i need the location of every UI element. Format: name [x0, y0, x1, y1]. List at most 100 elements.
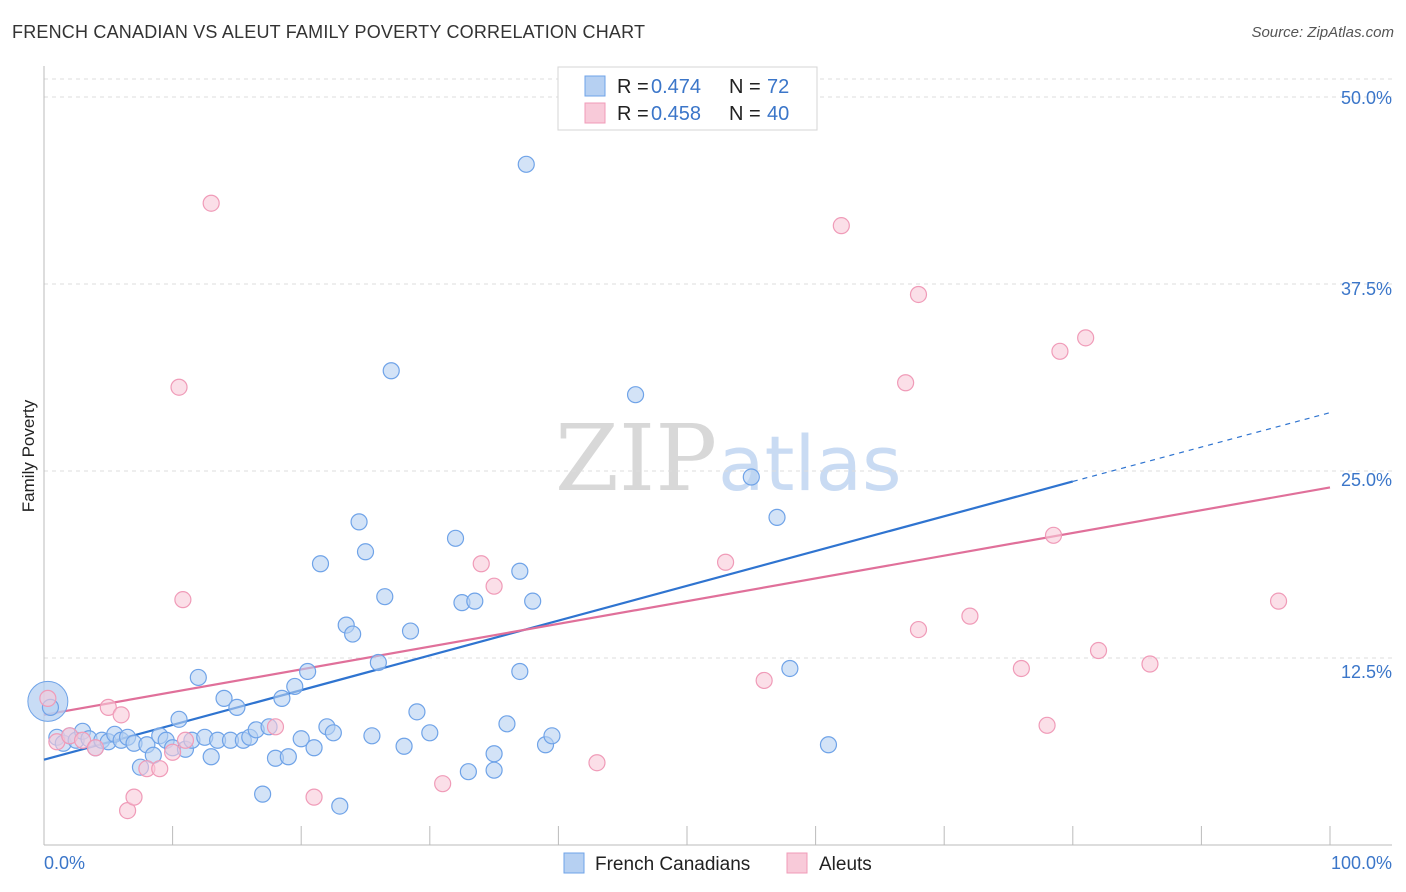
data-point-aleuts — [909, 620, 928, 639]
data-point-aleuts — [151, 760, 169, 778]
data-point-aleuts — [170, 378, 188, 396]
trend-line-french-canadians — [43, 480, 1074, 761]
data-point-french-canadians — [324, 724, 342, 742]
data-point-aleuts — [485, 577, 503, 595]
data-point-french-canadians — [292, 730, 310, 748]
data-point-french-canadians — [254, 785, 272, 803]
y-tick-label: 12.5% — [1341, 662, 1392, 682]
data-point-aleuts — [897, 374, 915, 392]
legend-r-value: 0.458 — [651, 103, 701, 125]
trend-line-aleuts — [43, 486, 1331, 716]
data-point-french-canadians — [286, 677, 304, 696]
data-point-aleuts — [716, 553, 735, 571]
legend-n-label: N = — [729, 103, 761, 125]
data-point-french-canadians — [401, 622, 420, 640]
data-points — [27, 155, 1288, 820]
data-point-french-canadians — [189, 668, 207, 687]
data-point-aleuts — [202, 194, 220, 212]
data-point-aleuts — [174, 591, 192, 609]
watermark-atlas: atlas — [718, 419, 902, 508]
data-point-french-canadians — [511, 662, 529, 681]
legend-r-value: 0.474 — [651, 76, 701, 98]
data-point-french-canadians — [382, 362, 400, 380]
data-point-aleuts — [755, 671, 773, 690]
data-point-french-canadians — [517, 155, 535, 173]
y-tick-label: 25.0% — [1341, 470, 1392, 490]
data-point-aleuts — [472, 555, 490, 573]
data-point-aleuts — [112, 706, 130, 724]
bottom-legend-label: Aleuts — [819, 854, 872, 875]
data-point-french-canadians — [299, 662, 317, 681]
grid-lines — [44, 78, 1392, 659]
data-point-french-canadians — [376, 588, 394, 606]
data-point-aleuts — [164, 743, 182, 761]
data-point-aleuts — [176, 731, 195, 749]
data-point-aleuts — [1077, 329, 1095, 347]
trend-line-extension — [1072, 412, 1331, 483]
data-point-french-canadians — [273, 689, 291, 707]
data-point-french-canadians — [511, 562, 529, 580]
legend-swatch-french-canadians — [584, 75, 606, 97]
data-point-french-canadians — [819, 736, 838, 754]
data-point-french-canadians — [466, 592, 484, 610]
legend-n-value: 40 — [767, 103, 789, 125]
data-point-aleuts — [305, 788, 323, 806]
data-point-aleuts — [1051, 342, 1069, 360]
y-tick-label: 37.5% — [1341, 279, 1392, 299]
data-point-aleuts — [125, 788, 143, 806]
data-point-aleuts — [588, 754, 606, 772]
data-point-aleuts — [39, 689, 57, 707]
data-point-french-canadians — [408, 703, 426, 721]
x-tick-label: 0.0% — [44, 853, 85, 873]
data-point-aleuts — [434, 775, 452, 793]
legend-n-label: N = — [729, 76, 761, 98]
source-label: Source: ZipAtlas.com — [1251, 24, 1394, 41]
data-point-french-canadians — [446, 529, 465, 547]
data-point-aleuts — [73, 731, 92, 749]
data-point-aleuts — [86, 739, 105, 757]
legend-r-label: R = — [617, 76, 649, 98]
data-point-french-canadians — [350, 513, 368, 531]
data-point-aleuts — [1044, 526, 1063, 544]
data-point-french-canadians — [305, 739, 323, 757]
bottom-legend-swatch-french-canadians — [563, 852, 585, 874]
legend-swatch-aleuts — [584, 102, 606, 124]
data-point-french-canadians — [228, 698, 246, 716]
chart-title: FRENCH CANADIAN VS ALEUT FAMILY POVERTY … — [12, 22, 646, 42]
data-point-french-canadians — [498, 715, 516, 733]
data-point-french-canadians — [543, 727, 561, 745]
data-point-french-canadians — [356, 543, 375, 561]
data-point-aleuts — [1089, 641, 1108, 660]
data-point-french-canadians — [781, 659, 799, 678]
data-point-aleuts — [1141, 655, 1159, 673]
bottom-legend-label: French Canadians — [595, 854, 750, 875]
y-axis-label: Family Poverty — [19, 399, 38, 512]
data-point-french-canadians — [421, 724, 439, 742]
data-point-french-canadians — [363, 727, 381, 745]
data-point-french-canadians — [279, 748, 297, 766]
data-point-aleuts — [1038, 716, 1056, 734]
data-point-french-canadians — [485, 761, 503, 779]
data-point-french-canadians — [170, 710, 188, 728]
legend-r-label: R = — [617, 103, 649, 125]
data-point-aleuts — [961, 607, 979, 625]
data-point-french-canadians — [742, 468, 760, 486]
data-point-french-canadians — [311, 555, 330, 573]
data-point-french-canadians — [626, 386, 645, 404]
data-point-aleuts — [832, 217, 850, 235]
data-point-aleuts — [1269, 592, 1288, 610]
x-tick-label: 100.0% — [1331, 853, 1392, 873]
trend-lines — [43, 412, 1331, 761]
data-point-aleuts — [266, 718, 285, 736]
data-point-french-canadians — [768, 508, 786, 526]
data-point-french-canadians — [344, 625, 362, 643]
legend-bottom: French Canadians Aleuts — [563, 852, 872, 875]
data-point-french-canadians — [395, 737, 413, 755]
data-point-french-canadians — [524, 592, 542, 610]
legend-top: R = 0.474 N = 72 R = 0.458 N = 40 — [557, 66, 818, 131]
data-point-french-canadians — [202, 748, 220, 766]
watermark-zip: ZIP — [555, 405, 717, 512]
data-point-french-canadians — [331, 797, 349, 815]
data-point-french-canadians — [215, 689, 233, 707]
